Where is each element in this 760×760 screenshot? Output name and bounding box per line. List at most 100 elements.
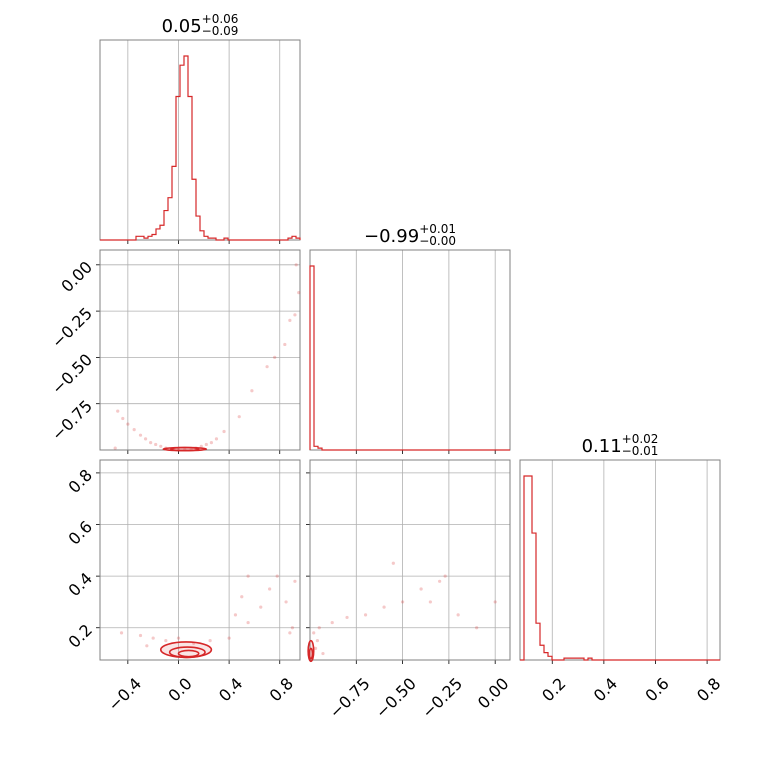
pair-0-1-point-1 xyxy=(116,409,120,413)
pair-0-2-point-18 xyxy=(293,579,297,583)
hist-2-frame xyxy=(519,459,721,661)
pair-1-2-point-0 xyxy=(313,646,318,650)
pair-1-2-point-11 xyxy=(438,579,442,583)
title-2: 0.11+0.02 −0.01 xyxy=(582,432,659,458)
pair-0-1-point-16 xyxy=(199,444,203,448)
pair-1-2-point-2 xyxy=(317,626,321,630)
pair-0-2-point-16 xyxy=(240,595,244,599)
pair-1-2-point-14 xyxy=(493,600,497,604)
pair-1-2-point-12 xyxy=(456,613,460,617)
pair-0-1-point-22 xyxy=(250,389,254,393)
pair-0-2-point-10 xyxy=(259,605,263,609)
title-1-upper: +0.01 xyxy=(419,222,456,236)
pair-0-2-point-7 xyxy=(208,639,212,643)
title-2-lower: −0.01 xyxy=(622,444,659,458)
pair-1-2-point-6 xyxy=(345,615,349,620)
pair-0-2-point-14 xyxy=(290,626,295,630)
pair-0-1-point-4 xyxy=(132,428,136,432)
pair-1-2-point-16 xyxy=(428,600,432,604)
pair-0-1-contour-1 xyxy=(170,446,200,452)
pair-0-1-point-8 xyxy=(154,442,158,447)
pair-0-2-point-3 xyxy=(145,644,149,648)
pair-0-1-point-26 xyxy=(288,318,292,322)
pair-0-1-point-5 xyxy=(138,433,143,437)
pair-0-2-point-19 xyxy=(288,631,292,635)
pair-0-1-point-17 xyxy=(204,442,208,447)
title-1: −0.99+0.01 −0.00 xyxy=(364,222,456,248)
hist-1-steps xyxy=(309,265,510,451)
hist-1-frame xyxy=(309,249,511,451)
xlabel-p0-0: −0.4 xyxy=(104,674,145,715)
pair-1-2-point-10 xyxy=(419,587,423,591)
pair-1-2-point-4 xyxy=(312,631,316,635)
ylabel-p2-1: 0.4 xyxy=(65,569,96,600)
title-0-upper: +0.06 xyxy=(202,12,239,26)
xlabel-p1-0: −0.75 xyxy=(326,674,374,722)
xlabel-p0-1: 0.0 xyxy=(164,674,195,705)
hist-2-steps xyxy=(520,475,720,661)
ylabel-p2-0: 0.2 xyxy=(65,620,96,651)
xlabel-p2-1: 0.4 xyxy=(590,674,621,705)
ylabel-p1-3: 0.00 xyxy=(57,257,96,296)
xlabel-p1-2: −0.25 xyxy=(418,674,466,722)
title-2-value: 0.11 xyxy=(582,436,622,457)
title-1-lower: −0.00 xyxy=(419,234,456,248)
pair-0-2-point-8 xyxy=(227,636,231,640)
pair-0-2-marks xyxy=(119,574,297,659)
pair-0-2-point-17 xyxy=(233,613,238,617)
ylabel-p2-2: 0.6 xyxy=(65,517,96,548)
pair-0-2-point-11 xyxy=(268,587,272,591)
pair-0-1-point-7 xyxy=(149,440,153,445)
pair-1-2-point-5 xyxy=(330,620,334,625)
title-1-value: −0.99 xyxy=(364,226,419,247)
pair-0-1-point-25 xyxy=(283,342,287,347)
xlabel-p0-2: 0.4 xyxy=(215,674,246,705)
title-0-value: 0.05 xyxy=(162,16,202,37)
pair-1-2-point-3 xyxy=(321,651,325,656)
hist-0-frame xyxy=(99,39,301,241)
pair-0-1-point-19 xyxy=(214,437,219,441)
xlabel-p1-1: −0.50 xyxy=(372,674,420,722)
pair-0-1-point-21 xyxy=(237,415,241,419)
pair-0-2-contour-2 xyxy=(177,649,200,658)
pair-1-2-marks xyxy=(307,561,497,663)
pair-1-2-point-13 xyxy=(475,626,479,630)
pair-0-1-frame xyxy=(99,249,301,451)
xlabel-p1-3: 0.00 xyxy=(474,674,513,713)
pair-1-2-point-7 xyxy=(363,613,368,617)
pair-0-2-point-5 xyxy=(176,636,181,640)
pair-0-2-point-12 xyxy=(275,574,279,578)
pair-1-2-point-1 xyxy=(315,639,320,643)
pair-0-2-point-1 xyxy=(138,633,143,638)
title-0-lower: −0.09 xyxy=(202,24,239,38)
pair-0-2-point-2 xyxy=(151,636,155,640)
xlabel-p0-3: 0.8 xyxy=(266,674,297,705)
title-2-upper: +0.02 xyxy=(622,432,659,446)
pair-0-1-point-28 xyxy=(297,290,301,295)
pair-1-2-point-9 xyxy=(400,600,405,604)
pair-0-1-point-20 xyxy=(222,429,226,434)
pair-0-2-point-4 xyxy=(164,639,168,643)
pair-1-2-frame xyxy=(309,459,511,661)
pair-0-1-point-24 xyxy=(273,355,277,360)
pair-0-1-point-29 xyxy=(294,263,298,267)
hist-0-steps xyxy=(100,55,301,241)
title-0: 0.05+0.06 −0.09 xyxy=(162,12,239,38)
pair-0-1-point-23 xyxy=(265,365,269,369)
xlabel-p2-2: 0.6 xyxy=(641,674,672,705)
pair-0-1-point-9 xyxy=(159,444,163,448)
pair-1-2-contour-1 xyxy=(308,647,314,660)
pair-0-1-point-27 xyxy=(293,313,297,317)
pair-0-2-point-9 xyxy=(246,620,250,625)
pair-0-2-point-13 xyxy=(284,600,288,604)
pair-0-2-frame xyxy=(99,459,301,661)
pair-0-1-point-18 xyxy=(209,440,213,445)
pair-1-2-point-8 xyxy=(382,605,386,609)
ylabel-p1-1: −0.50 xyxy=(48,350,96,398)
pair-0-2-point-15 xyxy=(246,574,250,578)
ylabel-p1-2: −0.25 xyxy=(48,304,96,352)
pair-0-1-point-2 xyxy=(121,416,125,421)
pair-0-1-point-6 xyxy=(143,437,148,441)
xlabel-p2-0: 0.2 xyxy=(538,674,569,705)
